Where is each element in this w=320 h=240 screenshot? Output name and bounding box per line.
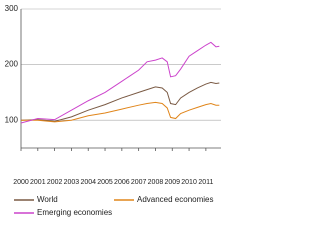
x-tick-label: 2002 — [47, 179, 63, 186]
series-line — [20, 81, 220, 122]
series-line — [20, 41, 220, 124]
x-tick-label: 2007 — [131, 179, 147, 186]
x-tick-label: 2008 — [148, 179, 164, 186]
x-tick-label: 2005 — [97, 179, 113, 186]
series-line — [21, 101, 220, 123]
y-tick-label: 300 — [5, 4, 19, 13]
legend-label: World — [37, 195, 58, 204]
legend-label: Emerging economies — [37, 208, 112, 217]
x-tick-label: 2000 — [13, 179, 29, 186]
x-tick-label: 2011 — [198, 179, 213, 186]
y-tick-label: 100 — [5, 115, 19, 124]
y-tick-label: 200 — [5, 60, 19, 69]
legend-label: Advanced economies — [137, 195, 214, 204]
x-tick-label: 2003 — [64, 179, 80, 186]
x-tick-label: 2006 — [114, 179, 130, 186]
page: {"chart_data": {"type": "line", "x": [20… — [4, 4, 221, 218]
x-tick-label: 2004 — [80, 179, 96, 186]
x-tick-label: 2009 — [164, 179, 180, 186]
x-tick-label: 2001 — [30, 179, 46, 186]
x-tick-label: 2010 — [181, 179, 197, 186]
